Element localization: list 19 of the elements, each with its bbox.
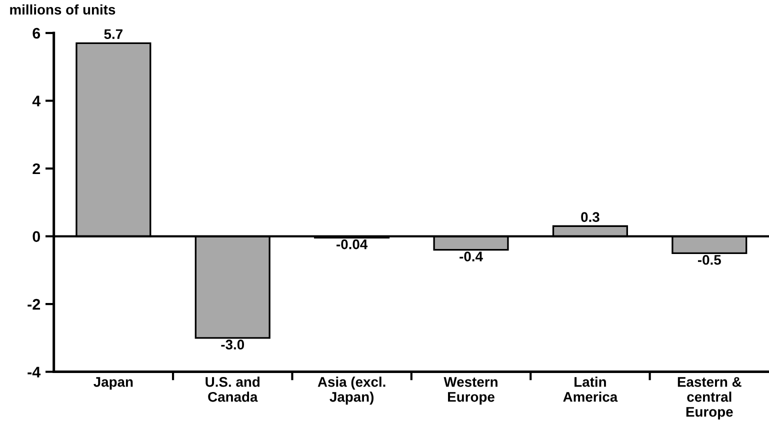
y-tick-label: -2 [28, 298, 40, 310]
y-tick-label: 4 [32, 96, 41, 106]
x-tick-label: Japan [94, 377, 133, 390]
data-label: -0.5 [698, 254, 721, 265]
x-tick-label: Latin America [563, 376, 618, 402]
data-label: -0.4 [460, 252, 483, 262]
x-tick-label: Eastern & central Europe [678, 377, 742, 420]
data-label: -3.0 [221, 340, 244, 350]
x-tick-label: Western Europe [444, 377, 498, 405]
x-tick-label: Asia (excl. Japan) [318, 376, 386, 405]
y-tick-label: 0 [32, 231, 40, 242]
data-label: 5.7 [104, 29, 122, 40]
y-axis-title: millions of units [10, 4, 116, 15]
y-tick-label: -4 [28, 366, 41, 378]
x-tick-label: U.S. and Canada [206, 376, 260, 402]
data-label: 0.3 [581, 212, 600, 222]
y-tick-label: 6 [32, 28, 40, 39]
y-tick-label: 2 [32, 163, 40, 174]
data-label: -0.04 [336, 239, 368, 250]
